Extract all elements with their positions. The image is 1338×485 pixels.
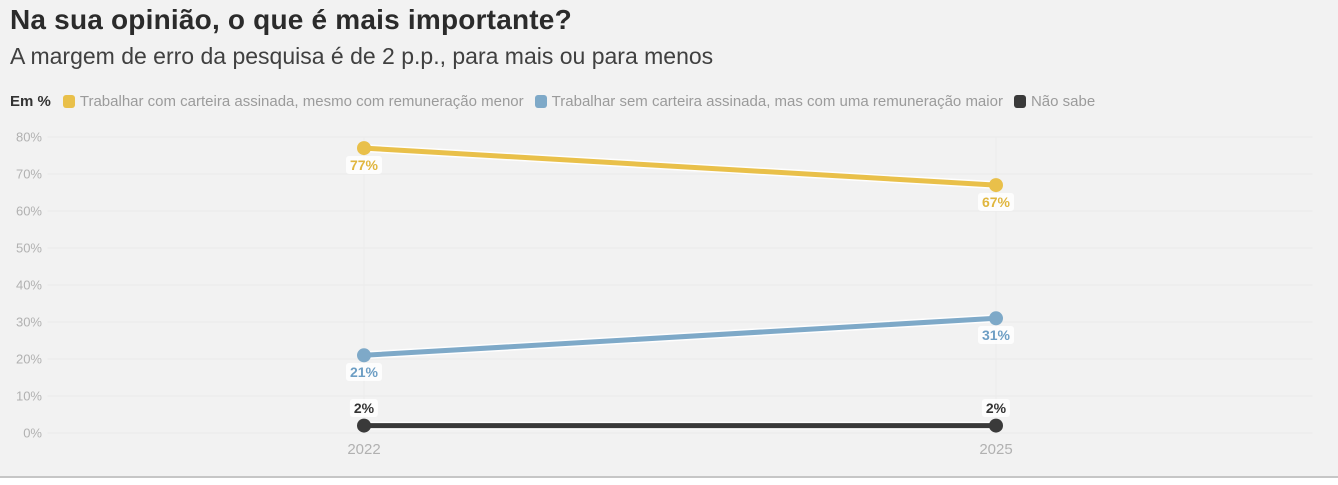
- data-point[interactable]: [989, 178, 1003, 193]
- legend-swatch-icon: [534, 94, 547, 108]
- x-axis-label: 2025: [979, 441, 1013, 458]
- legend-item[interactable]: Trabalhar sem carteira assinada, mas com…: [534, 92, 1003, 110]
- legend-item-label: Trabalhar com carteira assinada, mesmo c…: [79, 92, 524, 110]
- y-axis-label: 60%: [15, 203, 42, 219]
- legend-item-label: Não sabe: [1030, 92, 1096, 110]
- chart-subtitle: A margem de erro da pesquisa é de 2 p.p.…: [10, 43, 714, 69]
- legend-item-label: Trabalhar sem carteira assinada, mas com…: [551, 92, 1003, 110]
- data-point[interactable]: [989, 418, 1003, 433]
- legend-item[interactable]: Não sabe: [1013, 92, 1096, 110]
- legend-items: Trabalhar com carteira assinada, mesmo c…: [62, 92, 1096, 110]
- series-line: [361, 145, 999, 188]
- y-axis-label: 0%: [23, 425, 42, 441]
- y-axis-label: 80%: [15, 129, 42, 145]
- y-axis-label: 10%: [15, 388, 42, 404]
- y-axis-label: 40%: [15, 277, 42, 293]
- data-point-label: 67%: [977, 193, 1015, 212]
- data-point[interactable]: [357, 418, 371, 433]
- data-point-label: 2%: [349, 398, 379, 417]
- y-axis-label: 20%: [15, 351, 42, 367]
- x-axis-label: 2022: [347, 441, 381, 458]
- data-point[interactable]: [357, 141, 371, 156]
- data-point[interactable]: [989, 311, 1003, 326]
- y-axis-label: 30%: [15, 314, 42, 330]
- legend-swatch-icon: [1013, 94, 1026, 108]
- data-point-label: 77%: [345, 156, 383, 175]
- data-point[interactable]: [357, 348, 371, 363]
- unit-label: Em %: [10, 92, 51, 110]
- series-line: [361, 315, 999, 358]
- legend-item[interactable]: Trabalhar com carteira assinada, mesmo c…: [62, 92, 524, 110]
- y-axis-label: 50%: [15, 240, 42, 256]
- data-point-label: 21%: [345, 363, 383, 382]
- y-axis-label: 70%: [15, 166, 42, 182]
- bottom-border: [0, 476, 1338, 485]
- chart-title: Na sua opinião, o que é mais importante?: [10, 4, 572, 35]
- legend-swatch-icon: [62, 94, 75, 108]
- data-point-label: 2%: [981, 398, 1011, 417]
- legend: Em % Trabalhar com carteira assinada, me…: [10, 92, 1095, 110]
- data-point-label: 31%: [977, 326, 1015, 345]
